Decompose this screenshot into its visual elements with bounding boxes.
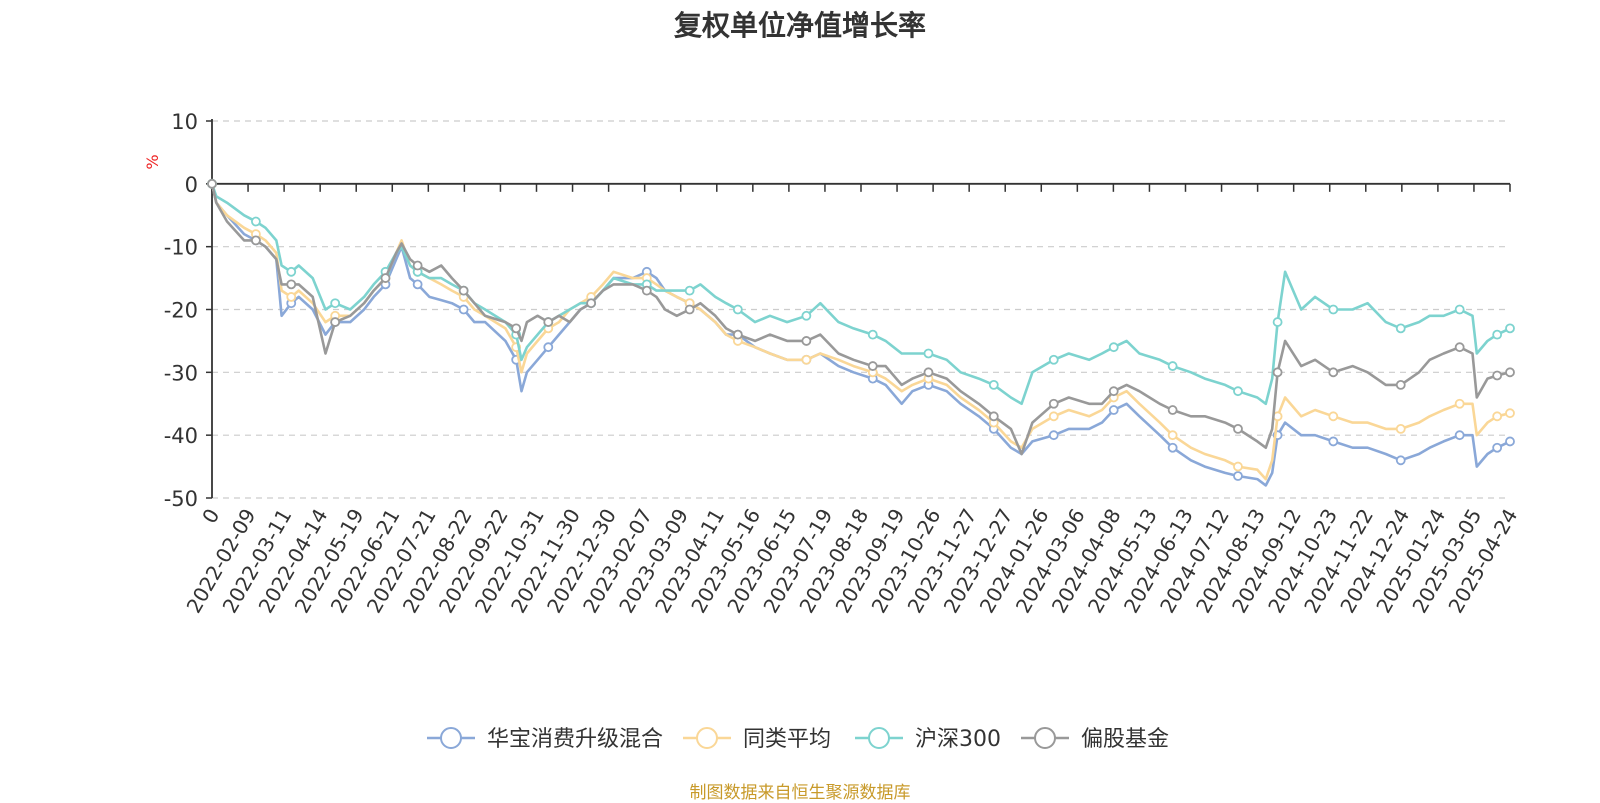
y-tick-label: -10: [164, 236, 198, 260]
legend-marker: [868, 727, 890, 749]
data-point: [586, 298, 597, 309]
data-point: [1167, 405, 1178, 415]
data-point: [458, 285, 469, 296]
data-point: [511, 323, 522, 334]
data-point: [923, 348, 934, 359]
data-point: [1108, 405, 1119, 415]
data-point: [1272, 317, 1283, 327]
legend-marker: [440, 727, 462, 749]
data-point: [1395, 323, 1406, 334]
data-point: [251, 235, 261, 246]
data-point: [1167, 430, 1178, 441]
data-point: [988, 379, 999, 390]
data-point: [251, 216, 261, 227]
data-point: [1108, 386, 1119, 397]
chart-title: 复权单位净值增长率: [673, 9, 926, 42]
data-point: [1048, 430, 1059, 441]
data-point: [801, 310, 812, 321]
legend-label: 同类平均: [743, 727, 831, 752]
data-point: [1167, 442, 1178, 453]
y-tick-label: -20: [164, 299, 198, 323]
y-axis-label: %: [143, 154, 162, 169]
data-point: [412, 279, 423, 290]
data-point: [1505, 323, 1515, 334]
data-point: [1233, 386, 1243, 397]
data-point: [1233, 461, 1243, 472]
data-point: [1505, 436, 1515, 447]
data-point: [1108, 342, 1119, 353]
data-point: [1505, 408, 1515, 419]
data-point: [867, 361, 878, 371]
data-point: [1328, 436, 1339, 447]
data-point: [543, 317, 554, 327]
data-point: [330, 298, 341, 309]
data-point: [732, 329, 743, 340]
data-point: [1272, 367, 1283, 378]
data-point: [207, 178, 217, 189]
data-point: [286, 266, 297, 277]
series-line-0: [210, 183, 1511, 487]
data-point: [1167, 361, 1178, 371]
data-point: [1328, 304, 1339, 315]
series-line-2: [210, 183, 1511, 406]
data-point: [1048, 398, 1059, 409]
data-point: [1492, 370, 1503, 381]
series-line-3: [210, 183, 1511, 456]
data-point: [1492, 411, 1503, 422]
data-point: [380, 273, 391, 283]
data-point: [684, 304, 695, 315]
data-point: [988, 411, 999, 422]
data-point: [1233, 471, 1243, 481]
data-point: [1505, 367, 1515, 378]
data-point: [1233, 423, 1243, 434]
legend-label: 华宝消费升级混合: [487, 727, 663, 752]
data-point: [641, 285, 652, 296]
legend-label: 偏股基金: [1081, 727, 1169, 752]
data-point: [1328, 367, 1339, 378]
data-point: [1454, 430, 1465, 441]
data-point: [1454, 304, 1465, 315]
legend-label: 沪深300: [915, 727, 1001, 752]
data-point: [867, 329, 878, 340]
data-point: [1395, 379, 1406, 390]
data-point: [1492, 329, 1503, 340]
data-point: [1454, 342, 1465, 353]
data-point: [1454, 398, 1465, 409]
y-tick-label: -30: [164, 361, 198, 385]
y-tick-label: -50: [164, 487, 198, 511]
y-tick-label: 0: [185, 173, 198, 197]
x-tick-label: 0: [197, 505, 224, 528]
data-point: [801, 354, 812, 365]
source-note: 制图数据来自恒生聚源数据库: [689, 783, 911, 803]
data-point: [286, 292, 297, 302]
data-point: [286, 279, 297, 290]
data-point: [801, 336, 812, 346]
data-point: [330, 317, 341, 327]
data-point: [543, 342, 554, 353]
data-point: [923, 367, 934, 378]
data-point: [684, 285, 695, 296]
y-tick-label: -40: [164, 424, 198, 448]
data-point: [1048, 411, 1059, 422]
data-point: [1328, 411, 1339, 422]
data-point: [1395, 423, 1406, 434]
legend-marker: [696, 727, 718, 749]
data-point: [1395, 455, 1406, 466]
data-point: [732, 304, 743, 315]
legend-marker: [1034, 727, 1056, 749]
data-point: [412, 260, 423, 271]
y-tick-label: 10: [171, 110, 198, 134]
data-point: [458, 304, 469, 315]
data-point: [1492, 442, 1503, 453]
data-point: [1048, 354, 1059, 365]
